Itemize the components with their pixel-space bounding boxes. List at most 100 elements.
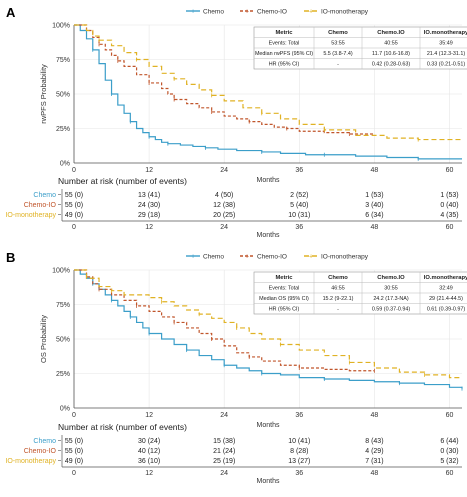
risk-cell: 55 (0) [65,192,83,199]
risk-x-tick-label: 36 [295,470,303,477]
x-tick-label: 12 [145,412,153,419]
svg-text:+: + [309,254,313,261]
series-line-chemo [74,24,462,160]
risk-x-tick-label: 24 [220,224,228,231]
table-cell: Median OS (95% CI) [259,296,309,302]
risk-x-tick-label: 48 [370,470,378,477]
table-cell: HR (95% CI) [269,307,300,313]
table-header: Metric [275,275,293,281]
x-tick-label: 12 [145,167,153,174]
table-cell: 30:55 [384,286,398,292]
risk-cell: 0 (30) [440,448,458,455]
table-cell: Events: Total [269,286,300,292]
table-cell: 5.5 (3.8-7.4) [323,51,353,57]
table-header: Chemo.IO [377,30,405,36]
risk-cell: 40 (12) [138,448,160,455]
risk-cell: 4 (29) [365,448,383,455]
risk-cell: 29 (18) [138,212,160,219]
table-cell: 0.59 (0.37-0.94) [372,307,411,313]
legend-label: Chemo-IO [257,9,287,16]
table-cell: 46:55 [331,286,345,292]
x-tick-label: 24 [220,167,228,174]
risk-x-tick-label: 0 [72,470,76,477]
risk-row-label: Chemo [33,192,56,199]
table-cell: Events: Total [269,41,300,47]
risk-cell: 1 (53) [365,192,383,199]
table-cell: 0.33 (0.21-0.51) [427,62,466,68]
svg-text:+: + [191,9,195,16]
risk-cell: 20 (25) [213,212,235,219]
x-tick-label: 0 [72,167,76,174]
risk-cell: 30 (24) [138,438,160,445]
risk-row-label: Chemo [33,438,56,445]
x-axis-label: Months [257,422,280,429]
risk-x-tick-label: 12 [145,470,153,477]
table-cell: 15.2 (9-22.1) [323,296,354,302]
table-cell: 0.42 (0.28-0.63) [372,62,411,68]
series-line-chemo-io [74,24,375,135]
risk-cell: 13 (41) [138,192,160,199]
legend-label: Chemo [203,9,224,16]
risk-cell: 4 (35) [440,212,458,219]
table-header: IO.monotherapy [424,30,467,36]
y-tick-label: 0% [60,161,70,168]
x-tick-label: 36 [295,167,303,174]
table-cell: 0.61 (0.39-0.97) [427,307,466,313]
risk-cell: 7 (31) [365,458,383,465]
risk-cell: 10 (41) [288,438,310,445]
risk-x-tick-label: 24 [220,470,228,477]
legend-label: IO-monotherapy [321,9,369,16]
risk-row-label: Chemo-IO [24,202,57,209]
x-tick-label: 48 [370,167,378,174]
risk-x-tick-label: 12 [145,224,153,231]
legend: + Chemo + Chemo-IO + IO-monotherapy [186,9,369,16]
panel-B: B + Chemo + Chemo-IO + IO-monotherapy 0% 25% 50% 7… [5,250,467,485]
risk-cell: 4 (50) [215,192,233,199]
risk-x-axis-label: Months [257,232,280,239]
risk-cell: 55 (0) [65,448,83,455]
y-tick-label: 25% [56,371,70,378]
table-cell: HR (95% CI) [269,62,300,68]
risk-row-label: IO-monotherapy [5,458,56,465]
y-tick-label: 0% [60,406,70,413]
y-tick-label: 25% [56,126,70,133]
table-cell: 29 (21.4-44.5) [429,296,463,302]
table-header: Chemo [328,275,348,281]
risk-cell: 5 (40) [290,202,308,209]
y-tick-label: 100% [52,268,70,275]
x-tick-label: 0 [72,412,76,419]
x-tick-label: 36 [295,412,303,419]
risk-cell: 55 (0) [65,202,83,209]
x-tick-label: 48 [370,412,378,419]
legend-label: Chemo [203,254,224,261]
risk-cell: 15 (38) [213,438,235,445]
table-header: Chemo [328,30,348,36]
risk-cell: 36 (10) [138,458,160,465]
risk-cell: 13 (27) [288,458,310,465]
legend: + Chemo + Chemo-IO + IO-monotherapy [186,254,369,261]
risk-table: Number at risk (number of events)Chemo 55… [5,422,462,485]
svg-text:+: + [245,9,249,16]
risk-row-label: IO-monotherapy [5,212,56,219]
series-line-chemo-io [74,269,375,372]
risk-table-title: Number at risk (number of events) [58,176,187,186]
table-cell: 35:49 [439,41,453,47]
risk-row-label: Chemo-IO [24,448,57,455]
table-header: Chemo.IO [377,275,405,281]
risk-x-axis-label: Months [257,478,280,485]
summary-table: Metric Chemo Chemo.IO IO.monotherapy Events:… [253,271,467,315]
table-cell: - [337,307,339,313]
y-axis-label: rwPFS Probability [39,64,48,124]
table-cell: 24.2 (17.3-NA) [373,296,409,302]
y-tick-label: 50% [56,337,70,344]
risk-cell: 8 (43) [365,438,383,445]
table-header: IO.monotherapy [424,275,467,281]
risk-cell: 49 (0) [65,212,83,219]
risk-cell: 10 (31) [288,212,310,219]
risk-cell: 2 (52) [290,192,308,199]
table-cell: 40:55 [384,41,398,47]
risk-x-tick-label: 0 [72,224,76,231]
table-cell: 21.4 (12.3-31.1) [427,51,466,57]
svg-text:+: + [191,254,195,261]
